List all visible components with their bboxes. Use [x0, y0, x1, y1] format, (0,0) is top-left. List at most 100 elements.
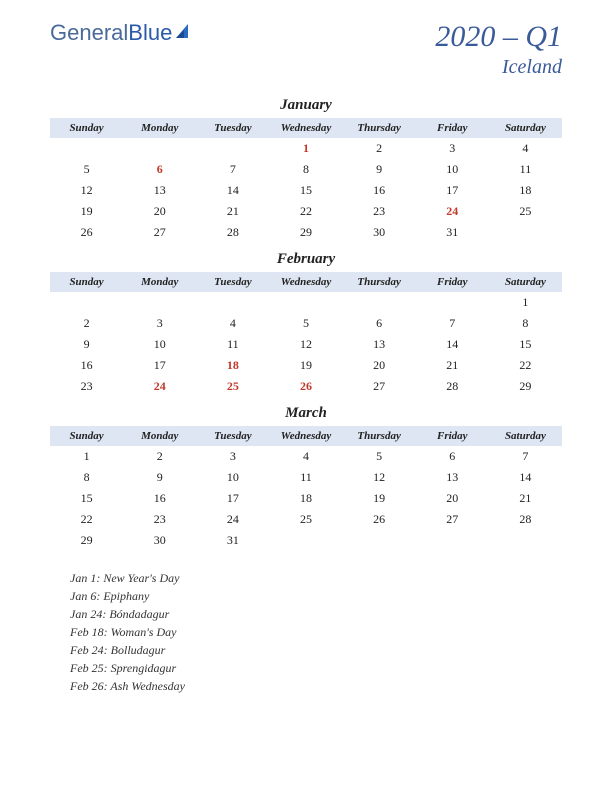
calendar-cell: 12	[343, 467, 416, 488]
day-header: Wednesday	[269, 118, 342, 138]
holiday-list: Jan 1: New Year's DayJan 6: EpiphanyJan …	[70, 569, 562, 695]
calendar-cell	[50, 138, 123, 159]
calendar-cell: 30	[343, 222, 416, 243]
calendar-month: JanuarySundayMondayTuesdayWednesdayThurs…	[50, 97, 562, 243]
day-header: Friday	[416, 272, 489, 292]
calendar-cell: 16	[50, 355, 123, 376]
calendar-cell: 13	[343, 334, 416, 355]
calendar-cell: 16	[343, 180, 416, 201]
calendar-cell: 23	[123, 509, 196, 530]
calendar-row: 262728293031	[50, 222, 562, 243]
day-header: Saturday	[489, 426, 562, 446]
calendar-cell: 9	[343, 159, 416, 180]
calendar-row: 1234567	[50, 446, 562, 467]
calendar-cell	[489, 222, 562, 243]
calendar-cell: 10	[416, 159, 489, 180]
calendar-cell: 18	[489, 180, 562, 201]
day-header: Wednesday	[269, 272, 342, 292]
calendar-cell: 8	[269, 159, 342, 180]
calendar-cell	[269, 530, 342, 551]
calendar-cell: 1	[269, 138, 342, 159]
calendar-cell: 24	[123, 376, 196, 397]
calendar-cell: 17	[196, 488, 269, 509]
day-header: Tuesday	[196, 426, 269, 446]
day-header: Saturday	[489, 118, 562, 138]
calendar-cell: 22	[269, 201, 342, 222]
country-title: Iceland	[435, 56, 562, 79]
calendar-cell: 19	[343, 488, 416, 509]
logo: GeneralBlue	[50, 20, 192, 46]
calendar-row: 2345678	[50, 313, 562, 334]
calendar-cell	[50, 292, 123, 313]
calendar-cell: 26	[343, 509, 416, 530]
day-header: Friday	[416, 118, 489, 138]
calendar-cell: 13	[416, 467, 489, 488]
calendar-cell: 3	[416, 138, 489, 159]
calendar-cell: 12	[50, 180, 123, 201]
calendar-cell: 16	[123, 488, 196, 509]
calendar-cell: 26	[50, 222, 123, 243]
calendar-cell: 29	[489, 376, 562, 397]
month-name: January	[50, 97, 562, 114]
calendar-cell: 10	[196, 467, 269, 488]
calendar-cell: 15	[50, 488, 123, 509]
calendars-container: JanuarySundayMondayTuesdayWednesdayThurs…	[0, 97, 612, 551]
calendar-cell: 6	[123, 159, 196, 180]
calendar-row: 12131415161718	[50, 180, 562, 201]
holiday-entry: Feb 26: Ash Wednesday	[70, 677, 562, 695]
quarter-title: 2020 – Q1	[435, 20, 562, 54]
month-name: March	[50, 405, 562, 422]
calendar-cell: 6	[343, 313, 416, 334]
calendar-table: SundayMondayTuesdayWednesdayThursdayFrid…	[50, 272, 562, 397]
calendar-cell: 7	[489, 446, 562, 467]
calendar-cell	[269, 292, 342, 313]
calendar-cell: 25	[489, 201, 562, 222]
calendar-row: 567891011	[50, 159, 562, 180]
calendar-cell: 5	[269, 313, 342, 334]
calendar-cell: 11	[196, 334, 269, 355]
logo-sail-icon	[174, 20, 192, 46]
holiday-entry: Feb 25: Sprengidagur	[70, 659, 562, 677]
calendar-cell: 21	[489, 488, 562, 509]
calendar-row: 15161718192021	[50, 488, 562, 509]
day-header: Tuesday	[196, 272, 269, 292]
calendar-cell: 27	[416, 509, 489, 530]
calendar-month: FebruarySundayMondayTuesdayWednesdayThur…	[50, 251, 562, 397]
holiday-entry: Jan 1: New Year's Day	[70, 569, 562, 587]
calendar-cell: 9	[123, 467, 196, 488]
calendar-cell: 5	[50, 159, 123, 180]
calendar-cell: 4	[196, 313, 269, 334]
day-header: Thursday	[343, 118, 416, 138]
calendar-row: 1234	[50, 138, 562, 159]
calendar-cell: 18	[196, 355, 269, 376]
day-header: Thursday	[343, 272, 416, 292]
calendar-cell: 11	[269, 467, 342, 488]
calendar-cell: 14	[196, 180, 269, 201]
day-header: Saturday	[489, 272, 562, 292]
calendar-cell: 27	[343, 376, 416, 397]
calendar-cell: 19	[269, 355, 342, 376]
calendar-cell	[343, 292, 416, 313]
calendar-cell	[416, 292, 489, 313]
calendar-cell: 25	[269, 509, 342, 530]
calendar-cell: 27	[123, 222, 196, 243]
day-header: Sunday	[50, 118, 123, 138]
calendar-cell: 19	[50, 201, 123, 222]
calendar-cell	[196, 138, 269, 159]
calendar-cell: 13	[123, 180, 196, 201]
calendar-cell: 23	[50, 376, 123, 397]
day-header: Monday	[123, 118, 196, 138]
calendar-row: 23242526272829	[50, 376, 562, 397]
calendar-cell: 30	[123, 530, 196, 551]
calendar-cell: 9	[50, 334, 123, 355]
calendar-row: 1	[50, 292, 562, 313]
calendar-cell: 17	[416, 180, 489, 201]
calendar-cell: 6	[416, 446, 489, 467]
calendar-row: 19202122232425	[50, 201, 562, 222]
calendar-cell	[123, 138, 196, 159]
calendar-cell: 8	[50, 467, 123, 488]
calendar-row: 293031	[50, 530, 562, 551]
calendar-cell	[196, 292, 269, 313]
calendar-cell: 3	[196, 446, 269, 467]
calendar-cell	[343, 530, 416, 551]
